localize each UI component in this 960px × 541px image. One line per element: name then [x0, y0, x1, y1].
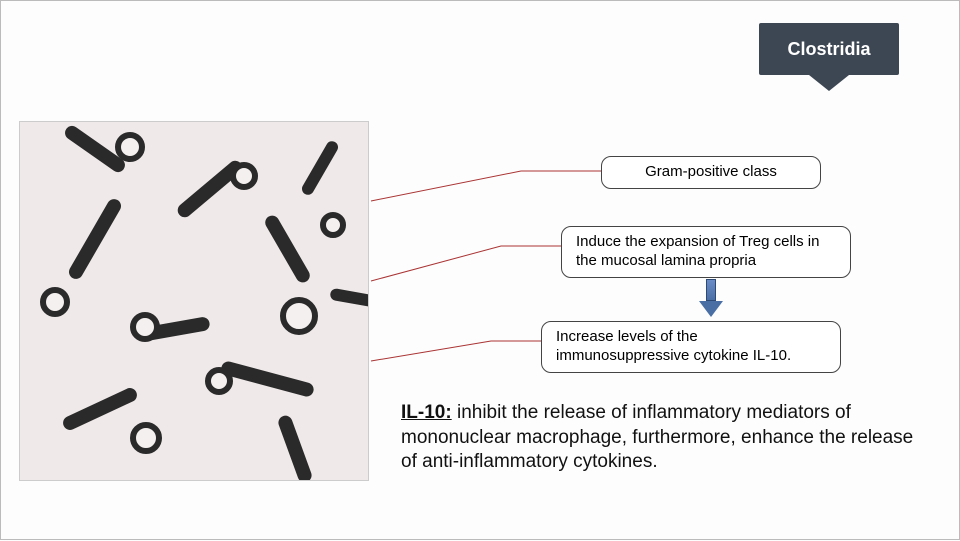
callout-treg-expansion: Induce the expansion of Treg cells in th… [561, 226, 851, 278]
callout-text: Increase levels of the immunosuppressive… [556, 328, 791, 364]
bacterium-rod [61, 386, 139, 432]
il10-paragraph: IL-10: inhibit the release of inflammato… [401, 401, 931, 475]
bacterium-spore [320, 212, 346, 238]
bacterium-spore [230, 162, 258, 190]
bacterium-spore [130, 312, 160, 342]
bacterium-spore [130, 422, 162, 454]
bacterium-rod [276, 414, 313, 481]
bacterium-spore [115, 132, 145, 162]
connector-line [371, 246, 561, 281]
bacterium-spore [280, 297, 318, 335]
paragraph-body: inhibit the release of inflammatory medi… [401, 402, 913, 472]
callout-text: Gram-positive class [645, 163, 777, 180]
connector-line [371, 171, 601, 201]
bacterium-rod [220, 360, 315, 398]
micrograph-image [19, 121, 369, 481]
connector-line [371, 341, 541, 361]
callout-text: Induce the expansion of Treg cells in th… [576, 233, 820, 269]
title-text: Clostridia [787, 39, 870, 60]
callout-gram-positive: Gram-positive class [601, 156, 821, 189]
bacterium-rod [300, 139, 340, 197]
bacterium-rod [263, 213, 313, 285]
down-arrow-icon [701, 279, 721, 317]
bacterium-spore [40, 287, 70, 317]
bacterium-rod [66, 197, 123, 282]
callout-il10-increase: Increase levels of the immunosuppressive… [541, 321, 841, 373]
paragraph-lead: IL-10: [401, 402, 452, 423]
bacterium-spore [205, 367, 233, 395]
title-badge: Clostridia [759, 23, 899, 75]
bacterium-rod [329, 288, 369, 309]
